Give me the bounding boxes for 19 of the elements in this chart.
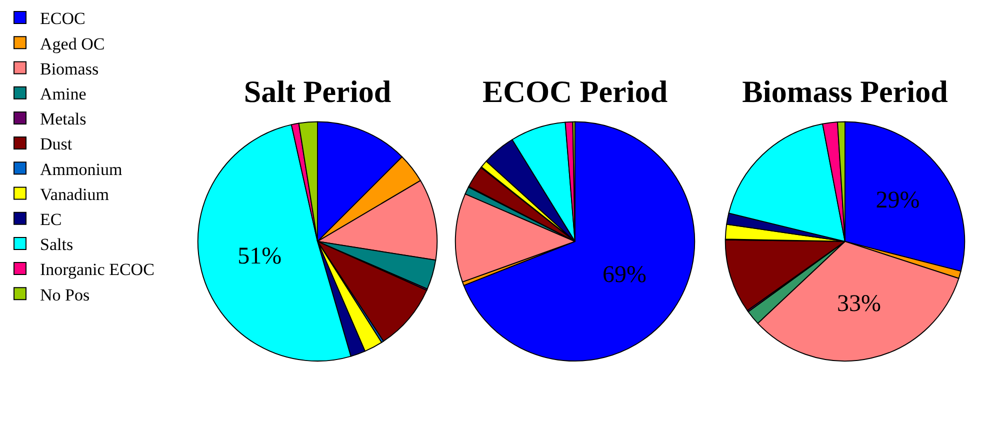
data-label: 33% — [837, 291, 882, 318]
legend-label: No Pos — [40, 285, 90, 304]
chart-title: ECOC Period — [482, 74, 668, 110]
legend-label: Aged OC — [40, 34, 105, 54]
data-label: 51% — [238, 243, 282, 270]
data-label: 69% — [602, 262, 646, 288]
legend-label: Biomass — [40, 59, 99, 78]
legend-label: EC — [40, 210, 62, 229]
legend-label: Metals — [40, 110, 86, 129]
legend-label: ECOC — [40, 9, 86, 28]
legend-label: Inorganic ECOC — [40, 260, 154, 280]
legend-label: Salts — [40, 235, 74, 254]
chart-title: Biomass Period — [742, 74, 948, 110]
data-label: 29% — [876, 187, 920, 214]
legend-label: Dust — [40, 134, 72, 154]
text: Salt Period — [244, 74, 392, 110]
legend-label: Vanadium — [40, 184, 109, 204]
legend-label: Ammonium — [40, 160, 122, 179]
legend-label: Amine — [40, 84, 86, 104]
